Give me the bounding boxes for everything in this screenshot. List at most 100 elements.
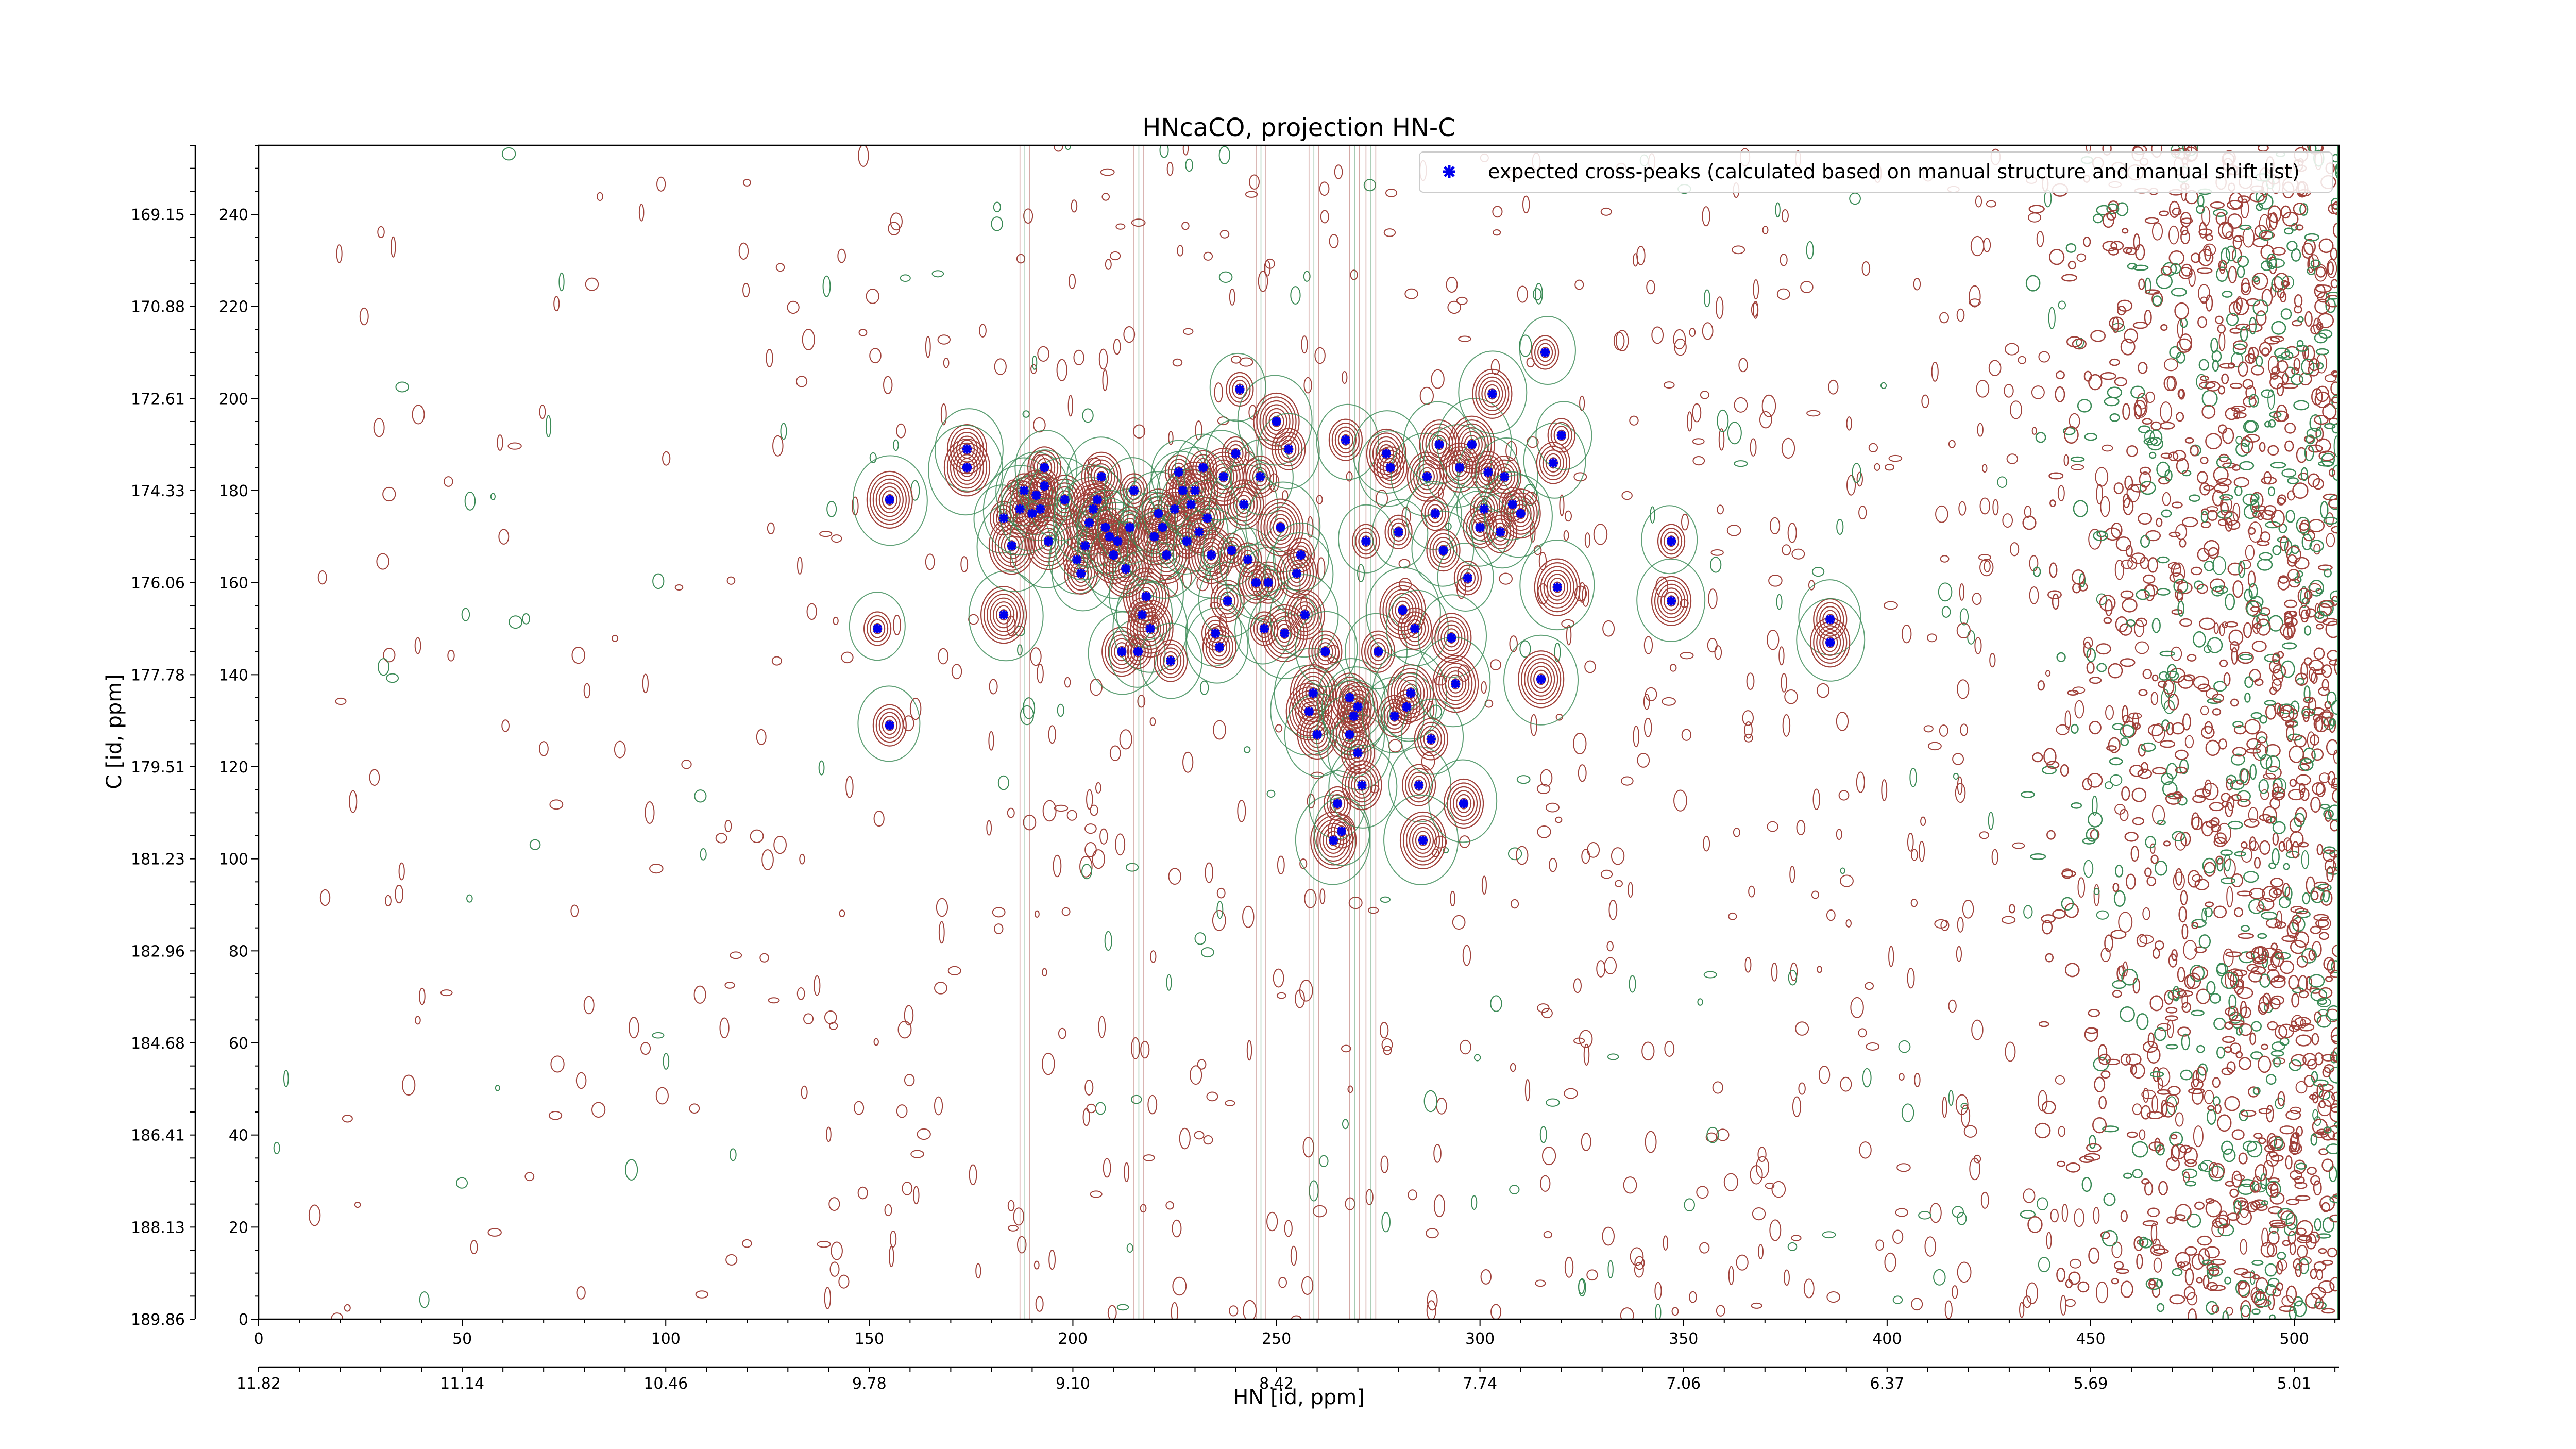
noise-contour: [780, 423, 787, 440]
noise-contour: [1048, 725, 1056, 744]
noise-contour: [2168, 225, 2179, 245]
peak-marker: [1031, 490, 1041, 500]
noise-contour: [2318, 916, 2331, 930]
y-tick-label: 0: [239, 1311, 248, 1329]
noise-contour: [2084, 1027, 2098, 1042]
noise-contour: [1762, 226, 1769, 235]
noise-contour: [1408, 1189, 1417, 1201]
noise-contour: [2259, 442, 2266, 452]
noise-contour: [2318, 1248, 2327, 1254]
noise-contour: [1971, 1019, 1984, 1040]
noise-contour: [2303, 657, 2312, 666]
noise-contour: [2331, 960, 2339, 973]
noise-contour: [2300, 609, 2309, 623]
noise-contour: [2244, 676, 2253, 688]
noise-contour: [1104, 931, 1112, 951]
noise-contour: [2058, 300, 2066, 310]
noise-contour: [826, 501, 837, 517]
noise-contour: [2267, 355, 2279, 376]
peak-marker: [1149, 532, 1159, 542]
peak-marker: [1536, 675, 1546, 684]
noise-contour: [719, 1017, 730, 1039]
peak-marker: [1667, 536, 1676, 546]
noise-contour: [829, 1261, 840, 1277]
noise-contour: [1369, 784, 1380, 794]
noise-contour: [1920, 816, 1926, 827]
peak-marker: [1223, 596, 1232, 606]
noise-contour: [2210, 817, 2220, 827]
noise-contour: [869, 348, 882, 364]
noise-contour: [1957, 679, 1970, 699]
noise-contour: [2312, 782, 2325, 795]
noise-contour: [1840, 867, 1845, 874]
noise-contour: [724, 982, 735, 989]
noise-contour: [2134, 404, 2142, 420]
noise-contour: [2326, 1143, 2339, 1154]
noise-contour: [2315, 348, 2329, 356]
noise-contour: [2041, 914, 2056, 923]
noise-contour: [2329, 718, 2336, 727]
noise-contour: [2083, 237, 2091, 247]
noise-contour: [2216, 456, 2232, 469]
noise-contour: [1030, 647, 1042, 666]
noise-contour: [2183, 1147, 2198, 1165]
noise-contour: [761, 849, 774, 870]
noise-contour: [2260, 754, 2273, 770]
noise-contour: [2326, 1005, 2339, 1021]
noise-contour: [1757, 1147, 1767, 1162]
noise-contour: [2129, 764, 2144, 777]
noise-contour: [2030, 853, 2046, 860]
noise-contour: [2267, 389, 2275, 410]
noise-contour: [2315, 426, 2324, 442]
noise-contour: [2157, 556, 2170, 564]
noise-contour: [2287, 569, 2300, 581]
noise-contour: [2308, 660, 2324, 671]
noise-contour: [2273, 889, 2283, 896]
noise-contour: [2281, 351, 2294, 360]
noise-contour: [2325, 620, 2339, 638]
noise-contour: [2223, 948, 2234, 967]
peak-marker: [1507, 499, 1517, 509]
noise-contour: [2206, 981, 2216, 995]
noise-contour: [2327, 1247, 2338, 1258]
noise-contour: [2179, 1144, 2192, 1154]
noise-contour: [2255, 731, 2268, 744]
noise-contour: [1767, 821, 1778, 832]
noise-contour: [2083, 636, 2093, 649]
noise-contour: [1509, 1185, 1520, 1194]
noise-contour: [2043, 748, 2057, 766]
noise-contour: [1276, 992, 1286, 999]
noise-contour: [391, 236, 396, 258]
noise-contour: [1385, 189, 1398, 197]
noise-contour: [2121, 786, 2130, 801]
noise-contour: [1673, 789, 1687, 812]
peak-marker: [1178, 486, 1188, 495]
noise-contour: [1035, 1295, 1044, 1312]
noise-contour: [1100, 168, 1115, 176]
noise-contour: [1229, 288, 1235, 306]
noise-contour: [495, 1085, 500, 1091]
x-ppm-tick-label: 5.69: [2074, 1375, 2108, 1393]
noise-contour: [414, 637, 421, 654]
noise-contour: [2324, 295, 2339, 308]
noise-contour: [2253, 857, 2261, 869]
noise-contour: [893, 439, 899, 451]
noise-contour: [2200, 705, 2209, 716]
noise-contour: [2277, 1091, 2285, 1106]
noise-contour: [2105, 705, 2114, 720]
noise-contour: [2315, 438, 2331, 453]
noise-contour: [2023, 1188, 2036, 1203]
noise-contour: [2175, 1112, 2184, 1127]
noise-contour: [2038, 351, 2050, 363]
noise-contour: [2250, 1200, 2261, 1210]
noise-contour: [1460, 1039, 1471, 1055]
peak-marker: [1166, 656, 1176, 666]
peak-contour: [968, 570, 1044, 662]
noise-contour: [2196, 584, 2208, 594]
noise-contour: [1303, 377, 1312, 394]
noise-contour: [1845, 919, 1852, 928]
noise-contour: [1197, 1059, 1207, 1070]
noise-contour: [1194, 1131, 1205, 1140]
noise-contour: [2150, 1222, 2158, 1245]
noise-contour: [1246, 1040, 1252, 1061]
